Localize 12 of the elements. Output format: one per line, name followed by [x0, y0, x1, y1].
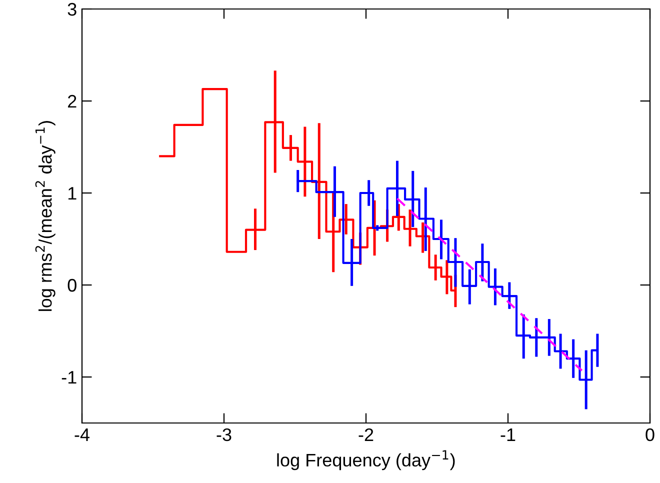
y-tick-label: 3 [68, 2, 76, 16]
x-tick-label: -4 [74, 428, 90, 441]
y-tick-label: 1 [68, 187, 76, 200]
x-tick-label: 0 [646, 428, 654, 442]
y-tick-label: 0 [68, 278, 76, 292]
y-axis-title: log rms$^{2}$/(mean$^{2}$ day$^{−1}$) [35, 121, 56, 311]
y-tick-label: -1 [62, 371, 76, 384]
y-tick-label: 2 [68, 94, 76, 108]
x-axis-title: log Frequency (day$^{−1}$) [277, 450, 455, 470]
x-tick-label: -3 [216, 428, 232, 442]
x-tick-label: -2 [358, 428, 374, 441]
x-tick-label: -1 [500, 428, 516, 441]
